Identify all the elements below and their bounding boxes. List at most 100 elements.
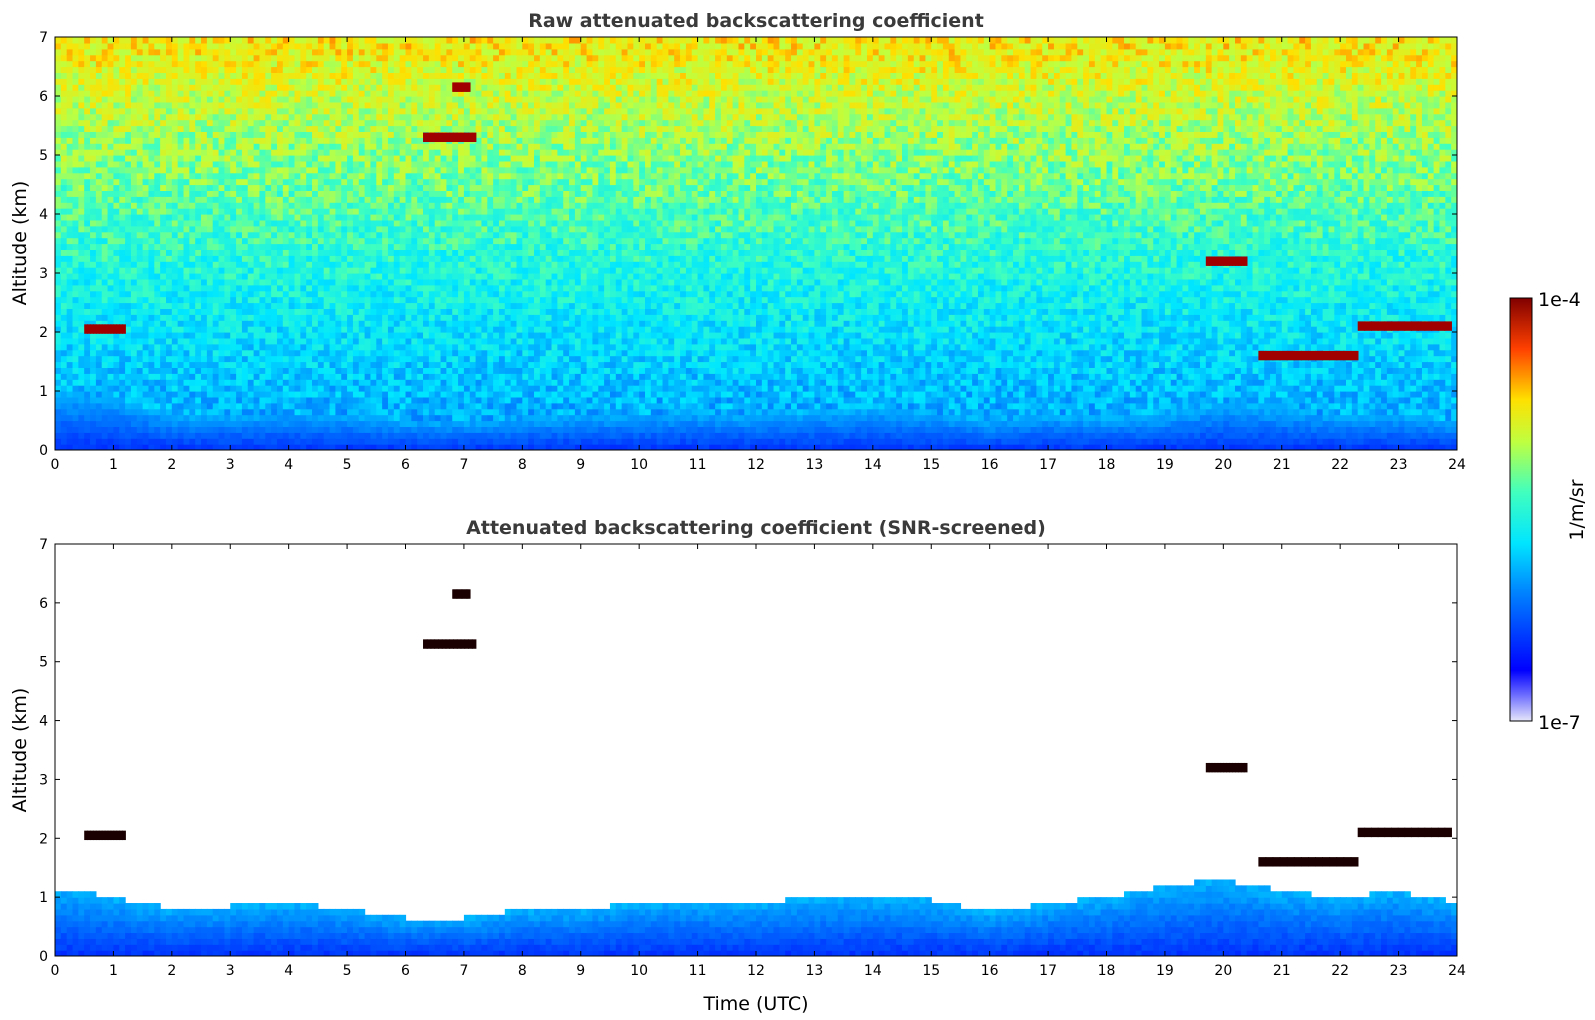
heatmap-cell (282, 208, 290, 215)
heatmap-cell (300, 190, 307, 197)
heatmap-cell (130, 54, 138, 62)
heatmap-cell (341, 107, 348, 115)
heatmap-cell (428, 42, 436, 50)
heatmap-cell (335, 202, 342, 209)
heatmap-cell (253, 143, 261, 150)
heatmap-cell (382, 302, 389, 309)
heatmap-cell (78, 296, 85, 304)
heatmap-cell (271, 402, 278, 410)
heatmap-cell (405, 149, 412, 156)
heatmap-cell (236, 414, 243, 422)
heatmap-cell (160, 267, 167, 274)
heatmap-cell (341, 402, 348, 410)
heatmap-cell (119, 107, 126, 115)
heatmap-cell (253, 96, 261, 103)
heatmap-cell (95, 48, 103, 56)
heatmap-cell (300, 184, 307, 191)
heatmap-cell (446, 219, 453, 227)
heatmap-cell (352, 225, 360, 233)
heatmap-cell (206, 367, 214, 374)
heatmap-cell (306, 332, 313, 339)
heatmap-cell (393, 72, 401, 79)
heatmap-cell (370, 379, 377, 386)
heatmap-cell (364, 379, 372, 386)
heatmap-cell (341, 96, 348, 103)
heatmap-cell (107, 90, 115, 97)
heatmap-cell (276, 54, 284, 62)
heatmap-cell (382, 137, 389, 144)
heatmap-cell (113, 72, 120, 79)
heatmap-cell (224, 249, 231, 256)
heatmap-cell (271, 385, 278, 392)
heatmap-cell (428, 237, 436, 245)
heatmap-cell (195, 202, 202, 209)
heatmap-cell (206, 37, 214, 44)
heatmap-cell (84, 426, 91, 433)
heatmap-cell (195, 326, 202, 333)
heatmap-cell (113, 214, 120, 221)
heatmap-cell (458, 367, 465, 374)
heatmap-cell (463, 296, 471, 304)
heatmap-cell (119, 420, 126, 427)
heatmap-cell (370, 278, 377, 286)
heatmap-cell (399, 78, 407, 85)
heatmap-cell (90, 408, 97, 416)
heatmap-cell (241, 420, 249, 427)
heatmap-cell (195, 214, 202, 221)
heatmap-cell (165, 426, 173, 433)
heatmap-cell (271, 196, 278, 203)
heatmap-cell (393, 332, 401, 339)
heatmap-cell (224, 278, 231, 286)
heatmap-cell (165, 178, 173, 186)
heatmap-cell (212, 48, 220, 56)
heatmap-cell (171, 385, 179, 392)
heatmap-cell (446, 113, 453, 121)
heatmap-cell (463, 326, 471, 333)
heatmap-cell (265, 155, 272, 162)
heatmap-cell (434, 396, 442, 404)
heatmap-cell (253, 54, 261, 62)
heatmap-cell (358, 308, 366, 315)
heatmap-cell (265, 438, 272, 445)
heatmap-cell (428, 332, 436, 339)
heatmap-cell (236, 160, 243, 168)
heatmap-cell (300, 131, 307, 138)
heatmap-cell (171, 143, 179, 150)
heatmap-cell (90, 202, 97, 209)
heatmap-cell (107, 37, 115, 44)
heatmap-cell (423, 60, 430, 68)
heatmap-cell (241, 290, 249, 298)
heatmap-cell (288, 202, 296, 209)
heatmap-cell (171, 119, 179, 127)
heatmap-cell (95, 231, 103, 239)
heatmap-cell (434, 143, 442, 150)
heatmap-cell (171, 84, 179, 91)
heatmap-cell (282, 66, 290, 73)
heatmap-cell (300, 302, 307, 309)
heatmap-cell (423, 402, 430, 410)
heatmap-cell (90, 184, 97, 191)
heatmap-cell (154, 379, 161, 386)
heatmap-cell (142, 396, 150, 404)
heatmap-cell (469, 432, 477, 439)
heatmap-cell (282, 125, 290, 132)
heatmap-cell (136, 355, 144, 363)
heatmap-cell (405, 444, 412, 450)
heatmap-cell (125, 420, 132, 427)
heatmap-cell (452, 96, 459, 103)
heatmap-cell (440, 337, 447, 345)
heatmap-cell (130, 60, 138, 68)
heatmap-cell (148, 273, 155, 280)
heatmap-cell (90, 214, 97, 221)
heatmap-cell (434, 208, 442, 215)
heatmap-cell (317, 90, 325, 97)
heatmap-cell (142, 249, 150, 256)
heatmap-cell (55, 432, 62, 439)
heatmap-cell (113, 249, 120, 256)
heatmap-cell (364, 60, 372, 68)
heatmap-cell (148, 255, 155, 262)
heatmap-cell (312, 314, 319, 321)
heatmap-cell (259, 408, 266, 416)
heatmap-cell (78, 385, 85, 392)
heatmap-cell (393, 255, 401, 262)
